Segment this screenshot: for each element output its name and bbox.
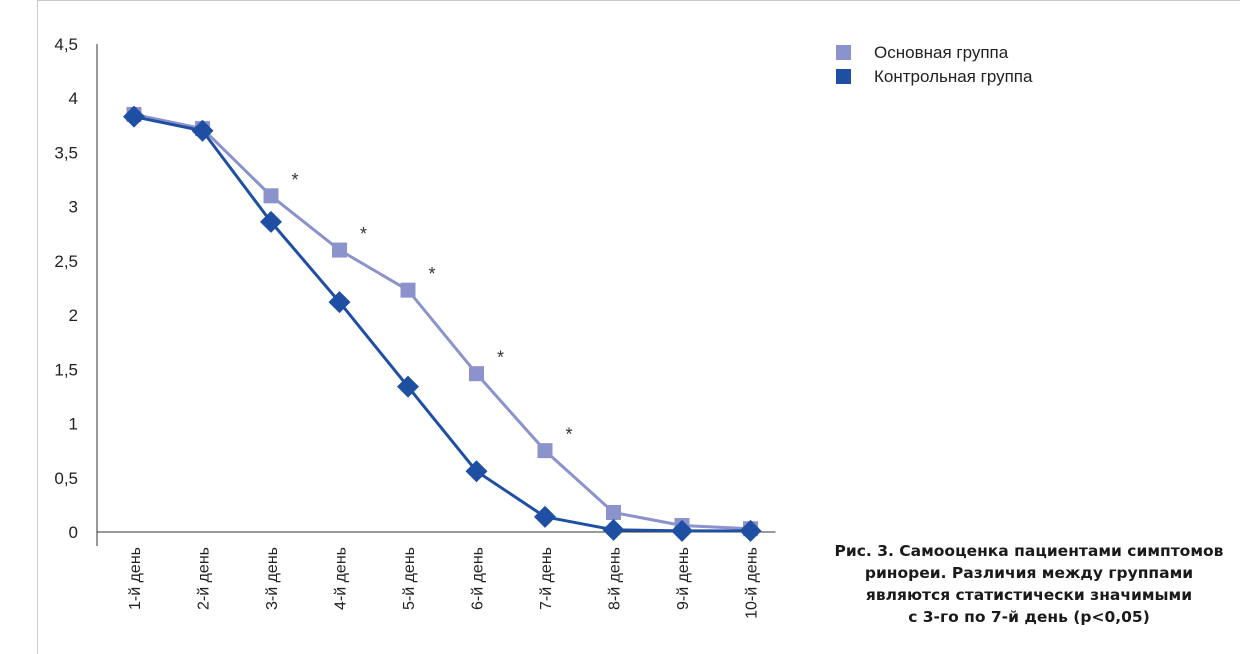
data-point-main xyxy=(400,282,416,298)
x-tick-label: 7-й день xyxy=(538,547,555,610)
legend-label: Контрольная группа xyxy=(874,67,1033,86)
y-tick-label: 2,5 xyxy=(54,252,78,271)
legend-swatch xyxy=(836,45,851,60)
y-tick-label: 1,5 xyxy=(54,360,78,379)
figure-caption: Рис. 3. Самооценка пациентами симптомов … xyxy=(818,540,1240,628)
data-point-main xyxy=(332,242,347,258)
y-tick-label: 3 xyxy=(69,198,78,217)
significance-asterisk: * xyxy=(497,348,504,368)
y-tick-label: 2 xyxy=(69,306,78,325)
data-point-control xyxy=(465,460,488,483)
y-tick-label: 4 xyxy=(69,89,78,108)
significance-asterisk: * xyxy=(428,264,435,284)
data-point-control xyxy=(260,210,282,233)
data-point-main xyxy=(263,188,279,204)
x-tick-label: 4-й день xyxy=(333,547,350,610)
y-tick-label: 0,5 xyxy=(54,469,78,488)
significance-asterisk: * xyxy=(291,170,298,190)
data-point-main xyxy=(606,504,621,520)
y-tick-label: 0 xyxy=(69,523,78,542)
series-line-2 xyxy=(133,115,751,533)
y-tick-label: 3,5 xyxy=(54,143,78,162)
data-point-control xyxy=(191,119,214,142)
significance-asterisk: * xyxy=(565,425,572,445)
legend-label: Основная группа xyxy=(874,43,1009,62)
data-point-control xyxy=(739,519,762,542)
caption-line-1: Рис. 3. Самооценка пациентами симптомов xyxy=(834,542,1224,560)
data-point-control xyxy=(397,375,419,398)
x-tick-label: 9-й день xyxy=(675,547,692,610)
y-tick-label: 4,5 xyxy=(54,35,78,54)
x-tick-label: 1-й день xyxy=(127,547,144,610)
legend-swatch xyxy=(836,69,851,84)
caption-line-3: являются статистически значимыми xyxy=(865,586,1193,604)
data-point-main xyxy=(469,366,484,382)
data-point-control xyxy=(123,105,145,128)
caption-line-4: с 3-го по 7-й день (p<0,05) xyxy=(908,608,1150,626)
caption-line-2: ринореи. Различия между группами xyxy=(864,564,1194,582)
x-tick-label: 10-й день xyxy=(744,547,761,619)
data-point-control xyxy=(328,291,351,314)
x-tick-label: 3-й день xyxy=(264,547,281,610)
x-tick-label: 5-й день xyxy=(401,547,418,610)
y-tick-label: 1 xyxy=(69,415,78,434)
series-line-1 xyxy=(133,113,751,531)
significance-asterisk: * xyxy=(360,224,367,244)
data-point-control xyxy=(534,505,556,528)
data-point-control xyxy=(671,519,693,542)
data-point-main xyxy=(537,443,553,459)
x-tick-label: 8-й день xyxy=(607,547,624,610)
x-tick-label: 6-й день xyxy=(470,547,487,610)
figure-frame xyxy=(37,0,1240,654)
x-tick-label: 2-й день xyxy=(196,547,213,610)
data-point-control xyxy=(602,518,625,541)
